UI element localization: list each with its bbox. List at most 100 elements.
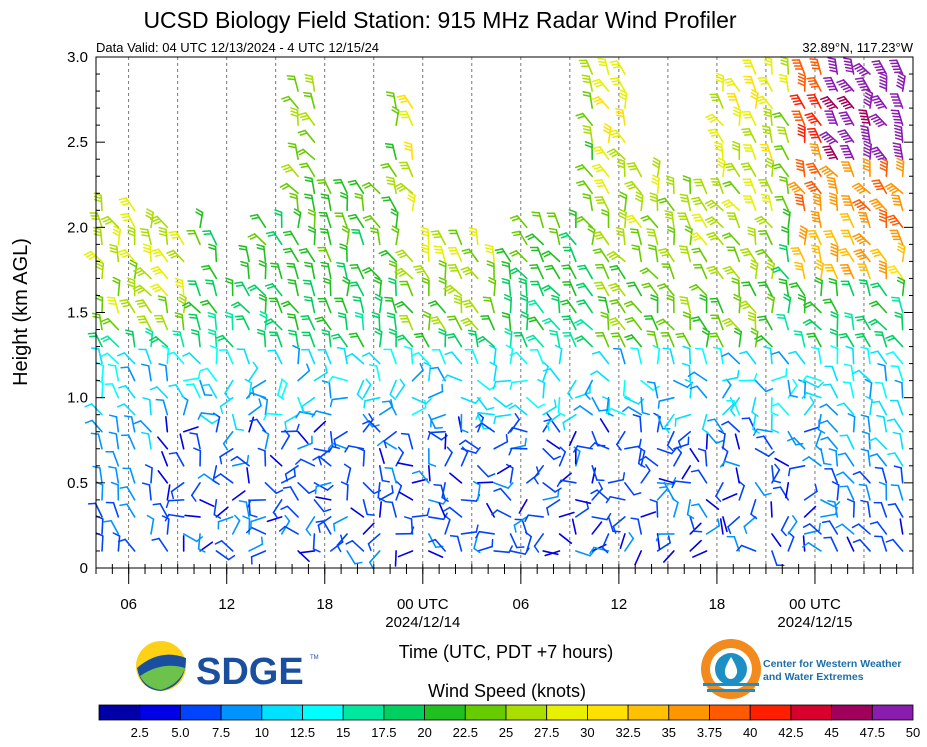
cw3e-logo: Center for Western Weather and Water Ext… (701, 639, 901, 699)
wind-barb (679, 193, 692, 212)
wind-barb (790, 247, 806, 263)
wind-barb (508, 404, 528, 416)
wind-barb (692, 263, 708, 280)
wind-barb (736, 544, 757, 552)
wind-barb (350, 507, 365, 518)
wind-barb (234, 315, 250, 331)
wind-barb (84, 403, 103, 416)
wind-barb (141, 363, 152, 382)
wind-barb (582, 193, 594, 212)
wind-barb (726, 246, 741, 263)
wind-barb (797, 294, 806, 314)
wind-barb (282, 486, 299, 501)
wind-barb (431, 348, 446, 365)
wind-barb (149, 336, 169, 348)
wind-barb (199, 379, 213, 396)
wind-barb (537, 378, 546, 399)
wind-barb (701, 327, 710, 348)
wind-barb (619, 533, 626, 550)
wind-barb (794, 261, 806, 280)
wind-barb (264, 482, 284, 494)
wind-barb (562, 413, 577, 431)
wind-barb (692, 550, 708, 558)
colorbar-label: 10 (255, 725, 269, 740)
wind-barb (429, 316, 446, 331)
wind-barb (771, 163, 790, 178)
wind-barb (199, 541, 214, 552)
wind-barb (870, 282, 888, 297)
wind-barb (661, 263, 675, 280)
x-tick-date: 2024/12/15 (777, 614, 852, 631)
wind-barb (142, 243, 152, 263)
wind-barb (383, 348, 397, 365)
wind-barb (630, 517, 643, 535)
wind-barb (591, 396, 607, 412)
wind-barb (740, 162, 757, 178)
wind-barb (689, 522, 702, 535)
wind-barb (727, 516, 741, 535)
wind-barb (601, 533, 610, 554)
wind-barb (421, 277, 430, 297)
wind-barb (689, 539, 702, 552)
wind-barb (125, 329, 136, 348)
wind-barb (809, 143, 822, 160)
y-tick-label: 3.0 (67, 49, 88, 66)
wind-barb (837, 129, 855, 144)
wind-barb (529, 246, 544, 263)
wind-barb (774, 195, 790, 212)
wind-barb (843, 363, 855, 382)
wind-barb (411, 362, 424, 382)
wind-barb (657, 197, 675, 212)
wind-barb (256, 328, 267, 348)
wind-barb (575, 282, 594, 297)
wind-barb (384, 500, 397, 518)
wind-barb (607, 516, 621, 533)
wind-barb (119, 503, 136, 518)
colorbar-label: 3.75 (697, 725, 722, 740)
wind-barb (477, 538, 494, 552)
wind-barb (852, 470, 871, 484)
wind-barb (860, 448, 871, 467)
wind-barb (316, 178, 332, 195)
wind-barb (870, 95, 888, 109)
wind-barb (153, 314, 169, 331)
wind-barb (610, 332, 626, 348)
wind-barb (297, 435, 313, 450)
colorbar-label: 12.5 (290, 725, 315, 740)
wind-barb (178, 293, 187, 314)
wind-barb (181, 395, 189, 416)
wind-barb (395, 378, 406, 399)
wind-barb (723, 77, 741, 92)
wind-barb (590, 489, 610, 501)
wind-barb (718, 429, 726, 450)
wind-barb (213, 499, 222, 519)
y-tick-label: 0.5 (67, 475, 88, 492)
wind-barb (165, 416, 169, 433)
wind-barb (278, 525, 299, 535)
wind-barb (333, 516, 348, 532)
wind-barb (810, 346, 822, 365)
wind-barb (248, 398, 262, 416)
wind-barb (280, 378, 288, 399)
wind-barb (574, 215, 594, 229)
wind-barb (100, 335, 120, 348)
wind-barb (509, 351, 528, 365)
wind-barb (288, 329, 299, 348)
wind-barb (671, 480, 692, 489)
wind-barb (507, 426, 528, 434)
wind-barb (120, 213, 136, 229)
wind-barb (362, 378, 372, 399)
wind-barb (404, 516, 414, 535)
colorbar-swatch (342, 704, 385, 721)
wind-barb (95, 294, 104, 314)
wind-barb (347, 179, 365, 195)
wind-barb (546, 499, 561, 516)
wind-barb (666, 430, 675, 452)
wind-barb (277, 379, 285, 400)
wind-barb (411, 352, 430, 365)
wind-barb (373, 276, 383, 297)
colorbar-swatch (668, 704, 710, 721)
wind-barb (258, 293, 267, 314)
wind-barb (691, 213, 708, 229)
